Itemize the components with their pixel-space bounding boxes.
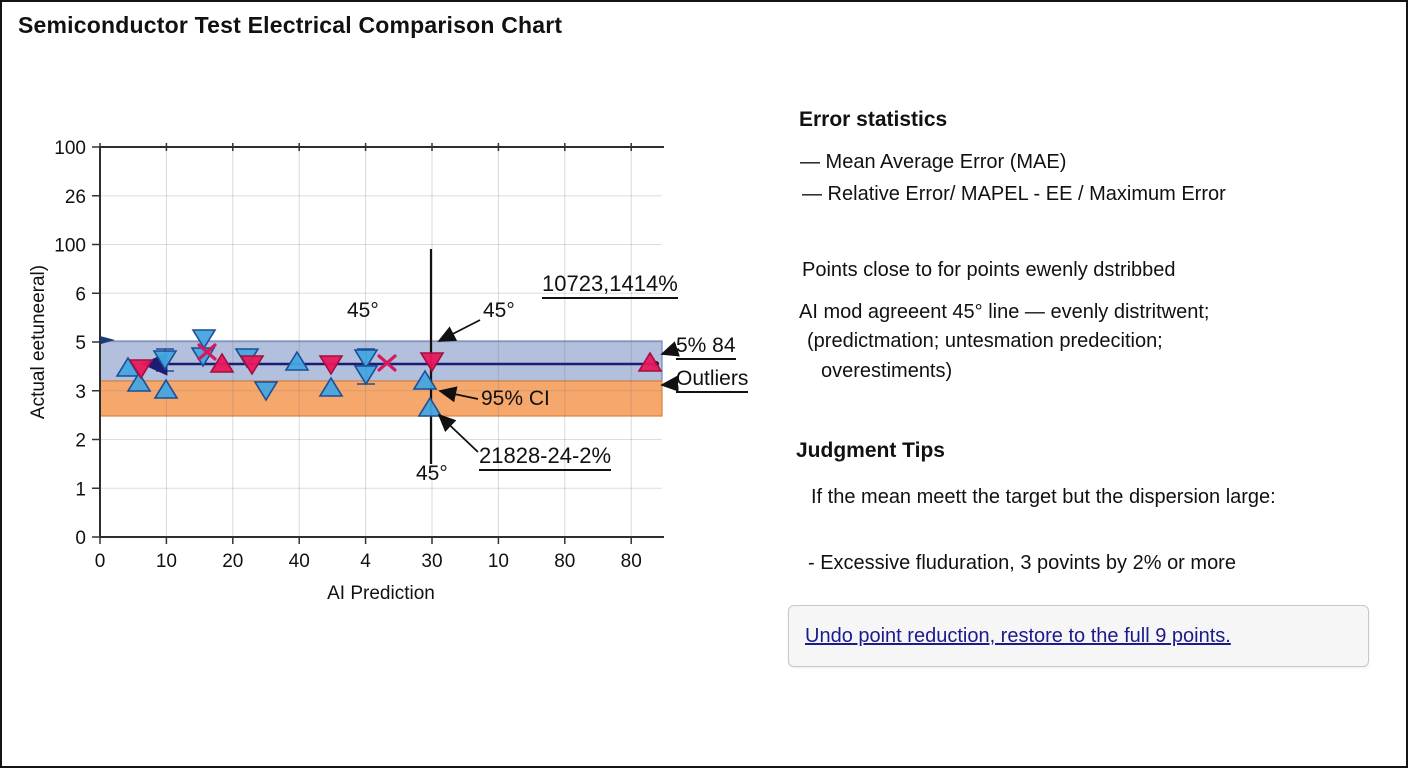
data-point [412, 369, 438, 390]
y-tick-label: 26 [65, 187, 86, 208]
annotation-arrow [438, 386, 479, 403]
confidence-interval-label: 95% CI [481, 387, 550, 410]
judgment-line-2: - Excessive fluduration, 3 povints by 2%… [808, 552, 1236, 574]
ci-band-blue [99, 340, 663, 382]
data-point [353, 349, 379, 370]
x-tick-label: 80 [621, 551, 642, 572]
band-label-outliers: Outliers [676, 367, 749, 393]
data-point [209, 352, 235, 373]
data-point [284, 350, 310, 371]
error-statistics-heading: Error statistics [799, 108, 948, 131]
notes-line-2: AI mod agreeent 45° line — evenly distri… [799, 301, 1210, 323]
ci-band-orange [99, 380, 663, 417]
angle-45-label-right: 45° [483, 299, 515, 322]
judgment-tips-heading: Judgment Tips [796, 439, 945, 462]
y-tick-label: 0 [75, 528, 86, 549]
annotation-arrow [660, 375, 679, 392]
band-label-5pct: 5% 84 [676, 334, 736, 360]
angle-45-label-bottom: 45° [416, 462, 448, 485]
x-tick-label: 20 [222, 551, 243, 572]
data-point [153, 378, 179, 399]
x-tick-label: 10 [488, 551, 509, 572]
error-stat-item-relative: — Relative Error/ MAPEL - EE / Maximum E… [802, 183, 1226, 205]
annotation-arrow [660, 341, 680, 357]
page-title: Semiconductor Test Electrical Comparison… [18, 12, 563, 38]
y-tick-label: 6 [75, 284, 86, 305]
data-point [126, 371, 152, 392]
data-point [353, 365, 379, 386]
data-point [152, 350, 178, 371]
undo-point-reduction-box[interactable]: Undo point reduction, restore to the ful… [788, 605, 1369, 667]
y-tick-label: 100 [54, 138, 86, 159]
data-point [318, 355, 344, 376]
corner-mark [100, 336, 115, 344]
data-point [318, 376, 344, 397]
percent-annotation-top: 10723,1414% [542, 271, 678, 299]
x-tick-label: 10 [156, 551, 177, 572]
y-tick-label: 5 [75, 333, 86, 354]
x-tick-label: 80 [554, 551, 575, 572]
data-point [253, 381, 279, 402]
x-tick-label: 0 [95, 551, 106, 572]
y-tick-label: 3 [75, 382, 86, 403]
data-point [419, 352, 445, 373]
judgment-line-1: If the mean meett the target but the dis… [811, 486, 1276, 508]
notes-line-1: Points close to for points ewenly dstrib… [802, 259, 1176, 281]
percent-annotation-bottom: 21828-24-2% [479, 443, 612, 471]
y-tick-label: 1 [75, 479, 86, 500]
error-stat-item-mae: — Mean Average Error (MAE) [800, 151, 1067, 173]
y-tick-label: 100 [54, 236, 86, 257]
x-tick-label: 40 [289, 551, 310, 572]
x-axis-title: AI Prediction [327, 583, 435, 604]
notes-line-3: (predictmation; untesmation predecition; [807, 330, 1163, 352]
data-point [417, 396, 443, 417]
y-axis-title: Actual eetuneeral) [28, 265, 49, 419]
notes-line-4: overestiments) [821, 360, 953, 382]
data-point [239, 355, 265, 376]
data-point [128, 359, 154, 380]
x-tick-label: 4 [360, 551, 371, 572]
undo-point-reduction-link[interactable]: Undo point reduction, restore to the ful… [805, 624, 1231, 647]
angle-45-label-left: 45° [347, 299, 379, 322]
x-tick-label: 30 [421, 551, 442, 572]
y-tick-label: 2 [75, 431, 86, 452]
annotation-arrow [437, 413, 479, 453]
data-point [637, 351, 663, 372]
annotation-arrow [437, 319, 481, 342]
data-point [191, 329, 217, 350]
